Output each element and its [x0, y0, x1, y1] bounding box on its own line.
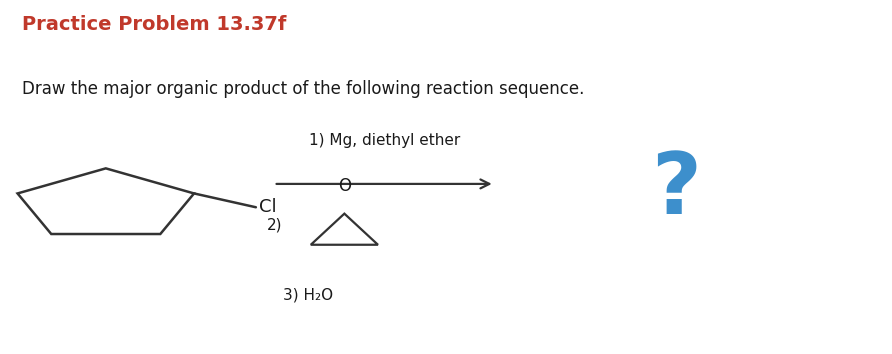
Text: ?: ? [651, 149, 701, 232]
Text: Practice Problem 13.37f: Practice Problem 13.37f [21, 15, 286, 34]
Text: 2): 2) [267, 218, 283, 233]
Text: 1) Mg, diethyl ether: 1) Mg, diethyl ether [309, 133, 459, 148]
Text: O: O [338, 177, 351, 195]
Text: 3) H₂O: 3) H₂O [283, 287, 333, 302]
Text: Draw the major organic product of the following reaction sequence.: Draw the major organic product of the fo… [21, 80, 584, 98]
Text: Cl: Cl [260, 198, 277, 216]
